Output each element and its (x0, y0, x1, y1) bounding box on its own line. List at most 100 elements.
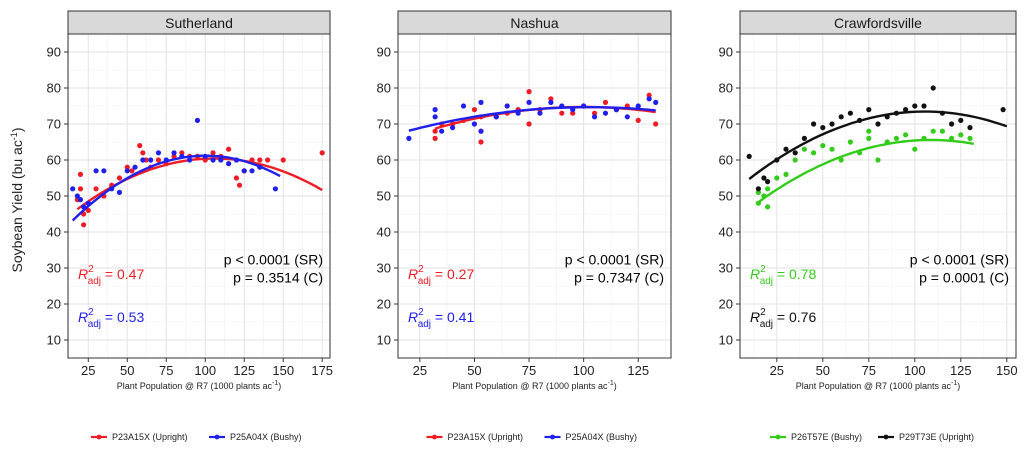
data-point (93, 168, 99, 174)
data-point (272, 186, 279, 192)
data-point (218, 157, 224, 163)
legend-key-point (775, 434, 781, 440)
data-point (653, 121, 659, 127)
facet-panel-2: Nashua 10 20 30 40 50 60 70 80 90 25 50 75 100 125 R2 ad… (377, 10, 672, 442)
data-point (755, 189, 762, 195)
data-point (829, 121, 835, 127)
data-point (774, 175, 780, 181)
data-point (903, 107, 909, 113)
data-point (591, 114, 598, 120)
y-tick-label: 30 (47, 261, 61, 276)
data-point (866, 135, 872, 141)
data-point (406, 135, 412, 141)
y-tick-label: 80 (377, 81, 391, 96)
data-point (101, 168, 107, 174)
x-tick-label: 75 (522, 363, 536, 378)
x-tick-label: 100 (194, 363, 216, 378)
x-tick-label: 25 (413, 363, 427, 378)
y-axis-label: Soybean Yield (bu ac-1) (9, 127, 25, 272)
x-axis-label: Plant Population @ R7 (1000 plants ac-1) (452, 380, 616, 391)
data-point (280, 157, 286, 163)
data-point (432, 128, 438, 134)
data-point (236, 182, 243, 188)
data-point (559, 110, 565, 116)
data-point (624, 114, 630, 120)
r2-annotation: R2 adj = 0.41 (408, 307, 474, 330)
r2-annotation: R2 adj = 0.53 (78, 307, 144, 330)
y-tick-label: 80 (47, 81, 61, 96)
data-point (875, 121, 881, 127)
data-point (537, 110, 543, 116)
y-tick-label: 70 (377, 117, 391, 132)
p-value-text: p = 0.0001 (C) (919, 269, 1009, 285)
data-point (866, 107, 872, 113)
data-point (847, 110, 854, 116)
data-point (1000, 107, 1006, 113)
y-tick-label: 40 (377, 225, 391, 240)
y-tick-label: 50 (719, 189, 733, 204)
data-point (504, 103, 510, 109)
fit-curve (757, 138, 974, 204)
legend-key-point (214, 434, 220, 440)
data-point (792, 150, 798, 156)
x-tick-label: 50 (467, 363, 481, 378)
x-tick-label: 150 (272, 363, 294, 378)
panel-border (397, 33, 672, 359)
data-point (137, 143, 143, 149)
panels-layer: Sutherland 10 20 30 40 50 60 70 80 90 25 50 75 100 125… (47, 10, 1018, 442)
y-tick-label: 70 (47, 117, 61, 132)
data-point (646, 96, 652, 102)
data-point (471, 107, 478, 113)
fit-curve (408, 106, 656, 132)
x-tick-label: 75 (862, 363, 876, 378)
data-point (635, 117, 641, 123)
data-point (958, 117, 964, 123)
data-point (903, 132, 909, 138)
data-point (967, 135, 973, 141)
data-point (866, 128, 872, 134)
data-point (761, 175, 767, 181)
y-tick-label: 20 (47, 297, 61, 312)
panel-border (67, 33, 331, 359)
data-point (210, 150, 216, 156)
data-point (811, 121, 817, 127)
data-point (74, 193, 80, 199)
y-tick-label: 20 (719, 297, 733, 312)
legend: P26T57E (Bushy) P29T73E (Upright) (770, 432, 974, 442)
data-point (471, 121, 478, 127)
data-point (548, 96, 554, 102)
x-tick-label: 75 (159, 363, 173, 378)
y-tick-label: 40 (719, 225, 733, 240)
data-point (210, 157, 216, 163)
p-value-text: p = 0.3514 (C) (233, 269, 323, 285)
data-point (958, 132, 964, 138)
data-point (949, 121, 955, 127)
data-point (241, 168, 247, 174)
fit-curve (748, 110, 1008, 180)
y-tick-label: 60 (47, 153, 61, 168)
y-tick-label: 60 (377, 153, 391, 168)
legend: P23A15X (Upright) P25A04X (Bushy) (91, 432, 302, 442)
data-point (801, 146, 808, 152)
data-point (460, 103, 467, 109)
data-point (249, 168, 255, 174)
x-tick-label: 50 (120, 363, 134, 378)
y-tick-label: 10 (47, 333, 61, 348)
data-point (171, 153, 177, 159)
data-point (930, 128, 936, 134)
data-point (85, 207, 91, 213)
data-point (257, 157, 263, 163)
x-axis-label: Plant Population @ R7 (1000 plants ac-1) (796, 380, 960, 391)
data-point (179, 150, 185, 156)
x-tick-label: 100 (573, 363, 595, 378)
x-axis-label: Plant Population @ R7 (1000 plants ac-1) (117, 380, 281, 391)
data-point (124, 168, 130, 174)
data-point (653, 99, 659, 105)
data-point (432, 135, 438, 141)
x-tick-label: 25 (81, 363, 95, 378)
x-tick-label: 125 (627, 363, 649, 378)
data-point (478, 128, 484, 134)
data-point (811, 150, 817, 156)
facet-panel-3: Crawfordsville 10 20 30 40 50 60 70 80 90 25 50 75 10… (719, 10, 1018, 442)
